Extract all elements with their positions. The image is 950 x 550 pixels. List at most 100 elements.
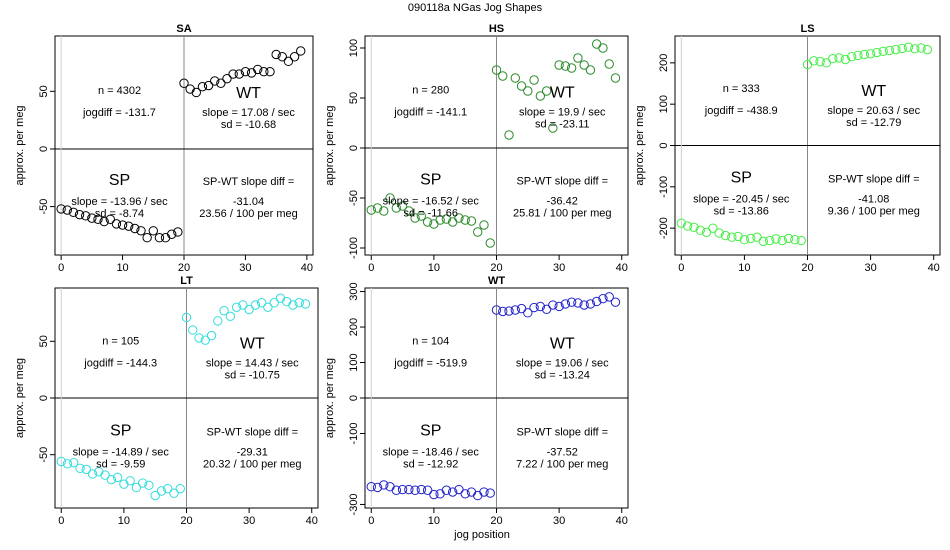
data-point [510,73,520,83]
data-point [579,60,589,70]
data-point [560,61,571,71]
data-point [535,91,546,101]
data-point [682,221,693,231]
x-tick-label: 30 [553,515,565,527]
data-point [397,201,408,211]
annotation-wt: WT [550,85,575,102]
data-point [897,43,907,54]
data-point [504,130,514,140]
panel-wt: WT 0 10 20 30 40 -300 -100 0 100 200 300 approx. per… [324,275,629,527]
panel-title: HS [489,23,504,35]
data-point [263,302,273,312]
y-tick-label: 200 [348,318,360,336]
y-axis-label: approx. per meg [634,105,646,185]
annotation-wt-sd: sd = -12.79 [846,117,901,129]
data-point [485,488,495,498]
data-point [253,64,263,75]
data-point [130,223,140,234]
data-point [238,300,248,310]
data-point [422,217,433,227]
data-point [69,457,79,468]
annotation-diff-val: -36.42 [547,195,578,207]
annotation-sp-slope: slope = -14.89 / sec [73,446,170,458]
data-point [454,484,464,495]
data-point [777,235,787,246]
x-tick-label: 30 [243,515,255,527]
data-point [460,489,470,499]
data-point [922,44,933,55]
x-tick-label: 0 [678,262,684,274]
annotation-wt: WT [861,83,886,100]
figure-xlabel: jog position [453,529,510,541]
data-point [720,230,731,241]
annotation-wt-slope: slope = 17.08 / sec [202,107,295,119]
figure-title: 090118a NGas Jog Shapes [408,2,543,14]
data-point [504,306,514,316]
data-point [548,300,558,310]
data-point [197,82,208,92]
data-point [391,203,402,213]
data-point [167,229,177,239]
annotation-sp: SP [110,422,131,439]
data-point [878,46,888,56]
annotation-sp-sd: sd = -8.74 [95,208,144,220]
data-point [56,204,66,214]
data-point [283,56,294,67]
data-point [56,456,66,467]
y-tick-label: -300 [348,493,360,515]
y-tick-label: 50 [38,85,50,97]
data-point [234,69,244,79]
data-point [391,485,402,495]
data-point [771,234,781,244]
data-point [610,297,621,307]
data-point [708,223,718,233]
data-point [891,44,901,55]
annotation-sp-sd: sd = -11.66 [403,207,458,219]
data-point [910,44,920,54]
annotation-sp-sd: sd = -9.59 [96,458,145,470]
annotation-wt-slope: slope = 20.63 / sec [827,105,920,117]
y-tick-label: 0 [658,142,670,148]
annotation-diff-label: SP-WT slope diff = [516,426,608,438]
data-point [916,43,926,53]
data-point [598,43,608,53]
data-point [289,52,300,62]
annotation-diff-per: 23.56 / 100 per meg [199,208,297,220]
x-tick-label: 40 [928,262,940,274]
y-tick-label: -100 [348,237,360,259]
data-point [271,49,281,60]
data-point [591,39,602,49]
data-point [203,80,214,91]
y-tick-label: 300 [348,282,360,300]
data-point [144,480,154,491]
annotation-diff-per: 25.81 / 100 per meg [513,207,611,219]
data-point [752,232,762,242]
x-tick-label: 40 [616,515,628,527]
data-point [100,470,110,480]
data-point [410,213,420,223]
data-point [479,220,489,230]
data-point [485,238,495,248]
annotation-diff-val: -29.31 [237,446,268,458]
y-axis-label: approx. per meg [324,358,336,438]
data-point [479,487,489,497]
data-point [62,459,73,469]
data-point [366,205,376,215]
data-point [181,312,192,323]
annotation-wt-sd: sd = -10.68 [221,119,276,131]
data-point [277,52,287,62]
x-tick-label: 10 [428,262,440,274]
data-point [175,484,185,494]
annotation-diff-label: SP-WT slope diff = [828,174,920,186]
x-tick-label: 10 [738,262,750,274]
data-point [300,299,311,309]
data-point [579,300,589,310]
data-point [872,47,882,58]
data-point [491,305,502,315]
data-point [148,226,158,236]
y-tick-label: 50 [38,335,50,347]
annotation-n: n = 105 [102,336,139,348]
data-point [554,301,564,312]
annotation-wt-sd: sd = -23.11 [535,119,590,131]
